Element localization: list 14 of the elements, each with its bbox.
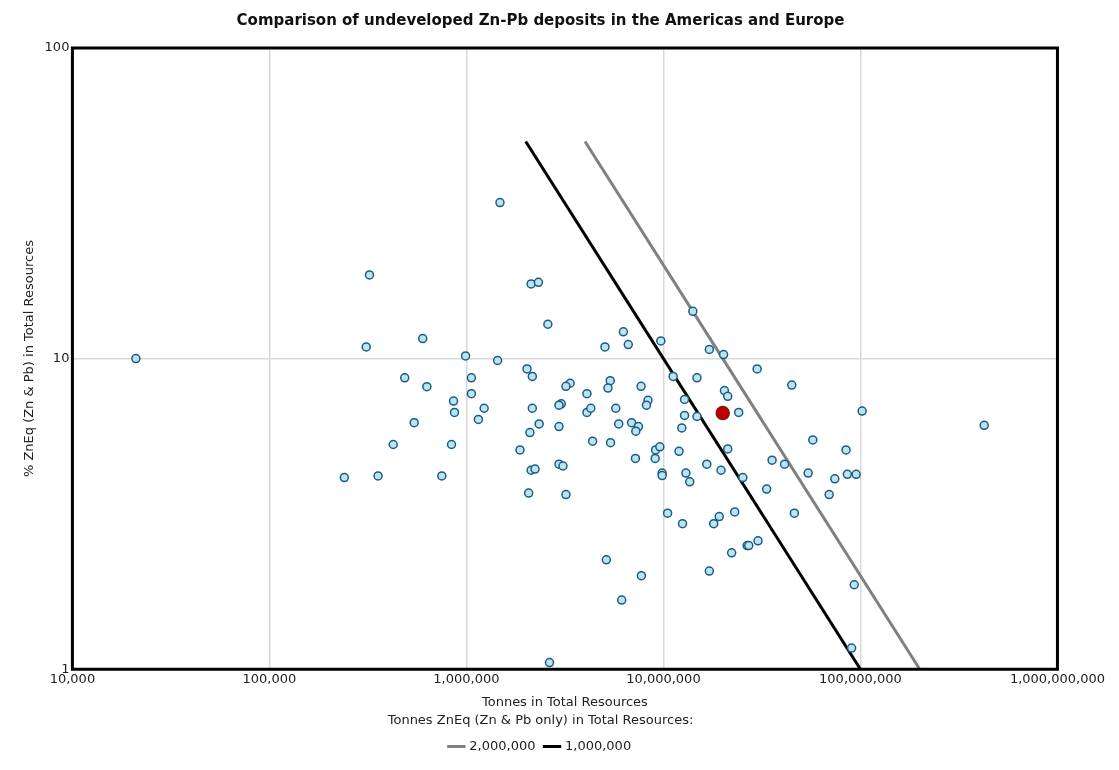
y-tick-label: 10 — [52, 349, 70, 365]
x-axis-title: Tonnes in Total Resources — [480, 693, 649, 709]
x-tick-label: 100,000 — [242, 671, 297, 687]
x-tick-label: 1,000,000,000 — [1009, 671, 1105, 687]
legend-label: 2,000,000 — [469, 737, 536, 753]
legend-label: 1,000,000 — [565, 737, 632, 753]
y-axis-title: % ZnEq (Zn & Pb) in Total Resources — [21, 239, 37, 478]
x-tick-label: 10,000 — [49, 671, 96, 687]
legend-title: Tonnes ZnEq (Zn & Pb only) in Total Resources: — [386, 712, 694, 728]
x-tick-label: 100,000,000 — [819, 671, 902, 687]
x-tick-label: 1,000,000 — [433, 671, 500, 687]
y-tick-label: 100 — [44, 39, 70, 55]
x-tick-label: 10,000,000 — [626, 671, 701, 687]
chart-title: Comparison of undeveloped Zn-Pb deposits in the Americas and Europe — [236, 10, 845, 29]
